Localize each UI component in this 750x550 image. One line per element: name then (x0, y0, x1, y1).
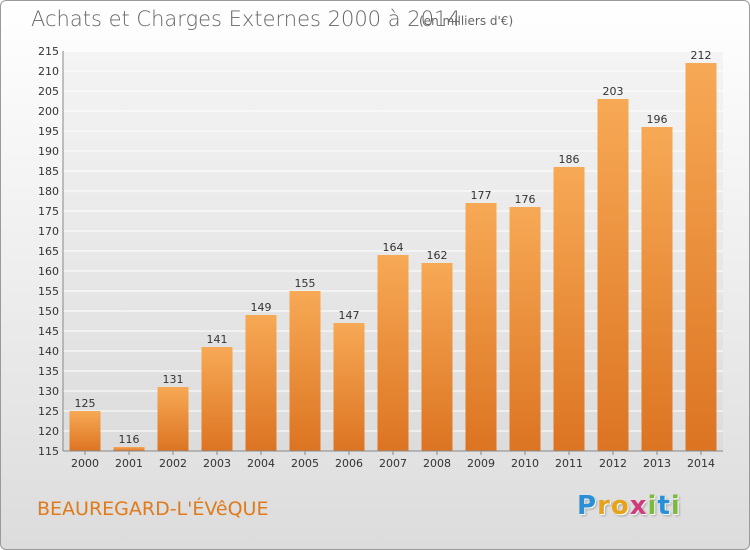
bar-value-label: 155 (295, 277, 316, 290)
bar (465, 203, 497, 451)
bar-value-label: 164 (383, 241, 404, 254)
logo-letter: o (610, 491, 630, 521)
y-tick-label: 215 (38, 45, 59, 58)
y-tick-label: 205 (38, 85, 59, 98)
y-tick-label: 175 (38, 205, 59, 218)
bar-value-label: 116 (119, 433, 140, 446)
y-tick-label: 155 (38, 285, 59, 298)
bar (641, 127, 673, 451)
commune-name: BEAUREGARD-L'ÉVêQUE (37, 498, 269, 520)
y-tick-label: 140 (38, 345, 59, 358)
y-tick-label: 210 (38, 65, 59, 78)
bar (113, 447, 145, 451)
bar-value-label: 176 (515, 193, 536, 206)
y-tick-label: 180 (38, 185, 59, 198)
y-tick-label: 185 (38, 165, 59, 178)
bar-value-label: 203 (603, 85, 624, 98)
bar (421, 263, 453, 451)
bar (597, 99, 629, 451)
y-tick-label: 150 (38, 305, 59, 318)
y-tick-label: 195 (38, 125, 59, 138)
y-tick-label: 130 (38, 385, 59, 398)
logo-letter: i (670, 491, 681, 521)
x-tick-label: 2009 (467, 457, 495, 470)
x-tick-label: 2014 (687, 457, 715, 470)
x-tick-label: 2012 (599, 457, 627, 470)
x-tick-label: 2008 (423, 457, 451, 470)
x-tick-label: 2010 (511, 457, 539, 470)
chart-unit: (en milliers d'€) (419, 14, 514, 28)
bar (245, 315, 277, 451)
y-tick-label: 170 (38, 225, 59, 238)
y-tick-label: 135 (38, 365, 59, 378)
bar (509, 207, 541, 451)
bar (69, 411, 101, 451)
x-tick-label: 2005 (291, 457, 319, 470)
bar-value-label: 125 (75, 397, 96, 410)
logo-letter: x (629, 491, 648, 521)
bar-value-label: 141 (207, 333, 228, 346)
proxiti-logo: Proxiti (577, 491, 681, 521)
y-tick-label: 200 (38, 105, 59, 118)
logo-letter: i (647, 491, 658, 521)
x-tick-label: 2001 (115, 457, 143, 470)
x-tick-label: 2006 (335, 457, 363, 470)
bar-value-label: 186 (559, 153, 580, 166)
bar (333, 323, 365, 451)
y-tick-label: 145 (38, 325, 59, 338)
logo-letter: t (657, 491, 671, 521)
logo-letter: P (577, 491, 598, 521)
bar-value-label: 149 (251, 301, 272, 314)
x-tick-label: 2007 (379, 457, 407, 470)
bar-value-label: 131 (163, 373, 184, 386)
y-tick-label: 115 (38, 445, 59, 458)
y-tick-label: 190 (38, 145, 59, 158)
bar (157, 387, 189, 451)
x-tick-label: 2004 (247, 457, 275, 470)
bar-value-label: 196 (647, 113, 668, 126)
y-tick-label: 165 (38, 245, 59, 258)
x-tick-label: 2011 (555, 457, 583, 470)
bar-value-label: 177 (471, 189, 492, 202)
y-tick-label: 125 (38, 405, 59, 418)
bar (377, 255, 409, 451)
x-tick-label: 2002 (159, 457, 187, 470)
bar (289, 291, 321, 451)
x-tick-label: 2000 (71, 457, 99, 470)
x-tick-label: 2013 (643, 457, 671, 470)
bar (553, 167, 585, 451)
bar-value-label: 212 (691, 49, 712, 62)
y-tick-label: 160 (38, 265, 59, 278)
bar (201, 347, 233, 451)
bar (685, 63, 717, 451)
logo-letter: r (597, 491, 611, 521)
y-tick-label: 120 (38, 425, 59, 438)
bar-value-label: 162 (427, 249, 448, 262)
x-tick-label: 2003 (203, 457, 231, 470)
chart-title: Achats et Charges Externes 2000 à 2014 (31, 7, 461, 31)
bar-value-label: 147 (339, 309, 360, 322)
